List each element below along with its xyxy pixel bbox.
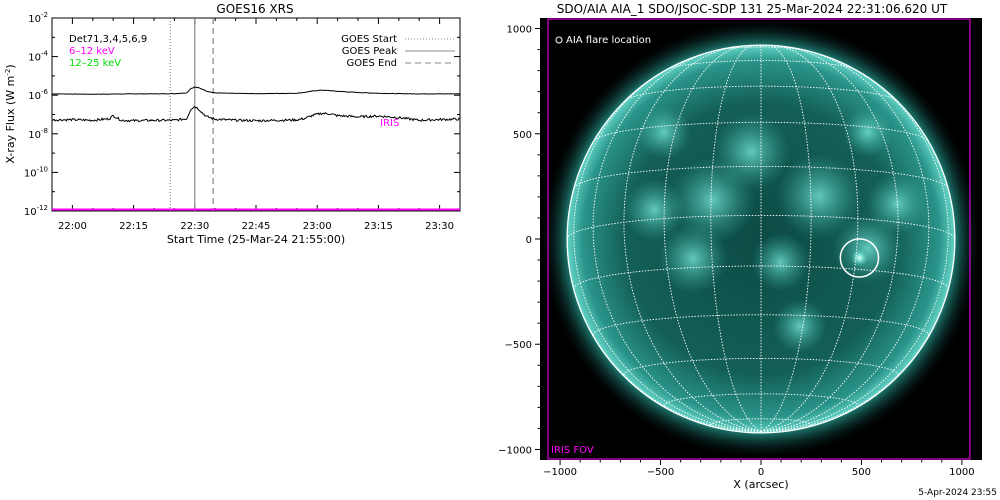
goes-y-tick-label: 10-4 (28, 50, 48, 64)
grid-line (760, 45, 859, 432)
goes-series-group (52, 86, 460, 211)
grid-line (573, 64, 762, 432)
goes-event-legend-label: GOES Start (341, 34, 397, 45)
goes-event-legend-label: GOES End (347, 58, 397, 69)
aia-y-tick-label: 0 (526, 235, 532, 246)
legend-marker-icon (555, 36, 563, 44)
goes-y-tick-label: 10-2 (28, 11, 48, 25)
goes-event-lines (169, 18, 214, 211)
grid-line (592, 314, 930, 336)
heliographic-grid (566, 44, 956, 432)
aia-x-tick-label: 1000 (949, 467, 974, 478)
goes-channel-legend-item: Det71,3,4,5,6,9 (69, 34, 147, 45)
goes-xrs-panel: GOES16 XRS 10-2 10-4 10-6 10-8 10-10 10-12 22… (4, 2, 461, 246)
aia-y-tick-label: −1000 (498, 445, 532, 456)
goes-series-line (52, 106, 460, 123)
active-region-glow (772, 299, 827, 354)
goes-x-tick-label: 23:15 (364, 221, 393, 232)
goes-x-tick-label: 23:30 (425, 221, 454, 232)
grid-line (710, 44, 762, 432)
aia-x-tick-label: 500 (852, 467, 871, 478)
active-regions (623, 105, 928, 354)
active-region-glow (623, 178, 686, 241)
active-region-glow (776, 153, 862, 239)
aia-y-tick-label: 500 (513, 130, 532, 141)
goes-y-tick-label: 10-8 (28, 127, 48, 141)
aia-y-axis: 1000 500 0 −500 −1000 (498, 25, 540, 456)
grid-line (667, 60, 855, 70)
aia-y-tick-label: 1000 (507, 25, 532, 36)
flare-location-marker (839, 238, 880, 278)
goes-y-axis-label: X-ray Flux (W m-2) (4, 64, 17, 163)
goes-y-axis: 10-2 10-4 10-6 10-8 10-10 10-12 (24, 11, 460, 218)
grid-line (592, 49, 762, 432)
goes-x-tick-label: 22:45 (242, 221, 271, 232)
aia-image-title: SDO/AIA AIA_1 SDO/JSOC-SDP 131 25-Mar-20… (557, 2, 948, 16)
aia-x-tick-label: −1000 (543, 467, 577, 478)
grid-line (760, 49, 930, 432)
goes-y-tick-label: 10-6 (28, 88, 48, 102)
solar-limb (566, 44, 956, 434)
aia-x-axis-label: X (arcsec) (733, 478, 788, 491)
grid-line (623, 46, 762, 432)
aia-y-tick-label: −500 (505, 340, 532, 351)
goes-x-tick-label: 22:30 (180, 221, 209, 232)
active-region-glow (832, 213, 903, 284)
goes-x-tick-label: 22:15 (119, 221, 148, 232)
grid-line (573, 265, 949, 289)
goes-x-tick-label: 22:00 (58, 221, 87, 232)
goes-x-axis-label: Start Time (25-Mar-24 21:55:00) (167, 233, 345, 246)
grid-line (663, 45, 762, 432)
active-region-glow (636, 105, 692, 160)
goes-event-legend-label: GOES Peak (342, 46, 397, 57)
aia-x-tick-label: 0 (758, 467, 764, 478)
goes-y-tick-label: 10-10 (24, 165, 48, 179)
active-region-glow (842, 107, 893, 158)
iris-fov-box (547, 18, 971, 460)
goes-y-tick-label: 10-12 (24, 204, 48, 218)
iris-fov-label: IRIS FOV (551, 445, 594, 456)
goes-channel-legend-item: 12–25 keV (69, 58, 121, 69)
active-region-glow (712, 112, 791, 191)
aia-x-tick-label: −500 (647, 467, 674, 478)
active-region-glow (658, 223, 729, 294)
goes-series-line (52, 86, 460, 95)
iris-annotation: IRIS (380, 118, 399, 129)
flare-glow (850, 248, 869, 267)
goes-x-tick-label: 23:00 (303, 221, 332, 232)
aia-panel: SDO/AIA AIA_1 SDO/JSOC-SDP 131 25-Mar-20… (498, 2, 982, 491)
footer-date: 5-Apr-2024 23:55 (918, 488, 997, 498)
goes-chart-title: GOES16 XRS (216, 2, 293, 16)
grid-line (760, 46, 899, 432)
goes-x-axis: 22:00 22:15 22:30 22:45 23:00 23:15 23:30 (51, 18, 461, 232)
grid-line (760, 64, 949, 432)
aia-x-axis: −1000 −500 0 500 1000 (543, 460, 975, 478)
aia-legend-label: AIA flare location (566, 35, 651, 46)
goes-channel-legend-item: 6–12 keV (69, 46, 115, 57)
active-region-glow (751, 233, 810, 292)
grid-line (760, 44, 812, 432)
